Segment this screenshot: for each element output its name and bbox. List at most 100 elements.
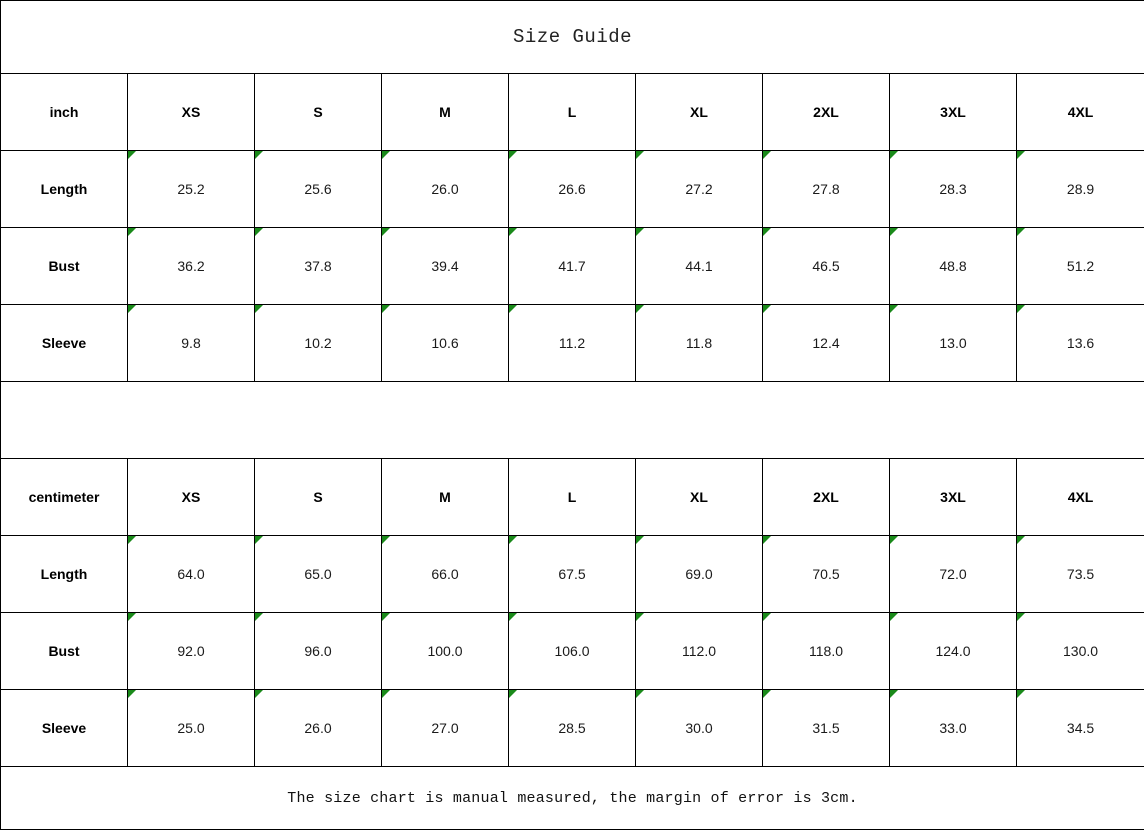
- column-header-l: L: [508, 458, 636, 536]
- green-corner-marker-icon: [890, 613, 898, 621]
- green-corner-marker-icon: [255, 151, 263, 159]
- column-header-4xl: 4XL: [1015, 73, 1144, 151]
- green-corner-marker-icon: [509, 536, 517, 544]
- column-header-3xl: 3XL: [889, 73, 1017, 151]
- cell-inch-sleeve-s: 10.2: [254, 304, 382, 382]
- cell-inch-length-3xl: 28.3: [889, 150, 1017, 228]
- cell-value: 70.5: [812, 566, 840, 582]
- cell-inch-length-xl: 27.2: [635, 150, 763, 228]
- row-label-sleeve: Sleeve: [0, 304, 128, 382]
- cell-inch-bust-s: 37.8: [254, 227, 382, 305]
- row-label-sleeve: Sleeve: [0, 689, 128, 767]
- cell-value: 31.5: [812, 720, 840, 736]
- cell-value: 67.5: [558, 566, 586, 582]
- green-corner-marker-icon: [1017, 151, 1025, 159]
- green-corner-marker-icon: [382, 305, 390, 313]
- cell-value: 112.0: [682, 643, 716, 659]
- column-header-3xl: 3XL: [889, 458, 1017, 536]
- cell-inch-sleeve-m: 10.6: [381, 304, 509, 382]
- cell-cm-length-2xl: 70.5: [762, 535, 890, 613]
- cell-value: 92.0: [177, 643, 205, 659]
- cell-cm-bust-2xl: 118.0: [762, 612, 890, 690]
- cell-value: 51.2: [1066, 258, 1095, 274]
- cell-inch-sleeve-xs: 9.8: [127, 304, 255, 382]
- row-label-length: Length: [0, 535, 128, 613]
- cell-cm-sleeve-s: 26.0: [254, 689, 382, 767]
- cell-inch-bust-3xl: 48.8: [889, 227, 1017, 305]
- green-corner-marker-icon: [382, 228, 390, 236]
- cell-value: 13.0: [939, 335, 967, 351]
- cell-value: 26.6: [558, 181, 586, 197]
- green-corner-marker-icon: [763, 305, 771, 313]
- cell-inch-length-s: 25.6: [254, 150, 382, 228]
- cell-value: 25.2: [177, 181, 205, 197]
- cell-cm-length-4xl: 73.5: [1015, 535, 1144, 613]
- green-corner-marker-icon: [128, 613, 136, 621]
- cell-inch-bust-xl: 44.1: [635, 227, 763, 305]
- green-corner-marker-icon: [128, 151, 136, 159]
- cell-inch-length-m: 26.0: [381, 150, 509, 228]
- cell-inch-sleeve-2xl: 12.4: [762, 304, 890, 382]
- cell-value: 28.5: [558, 720, 586, 736]
- cell-inch-length-4xl: 28.9: [1015, 150, 1144, 228]
- green-corner-marker-icon: [763, 228, 771, 236]
- cell-inch-length-2xl: 27.8: [762, 150, 890, 228]
- cell-value: 27.0: [431, 720, 459, 736]
- cell-value: 13.6: [1066, 335, 1095, 351]
- cell-value: 27.8: [812, 181, 840, 197]
- cell-value: 11.8: [685, 335, 713, 351]
- cell-value: 9.8: [181, 335, 201, 351]
- measurement-disclaimer: The size chart is manual measured, the m…: [0, 766, 1144, 830]
- column-header-m: M: [381, 73, 509, 151]
- cell-inch-bust-4xl: 51.2: [1015, 227, 1144, 305]
- green-corner-marker-icon: [636, 536, 644, 544]
- unit-label-inch: inch: [0, 73, 128, 151]
- cell-cm-sleeve-l: 28.5: [508, 689, 636, 767]
- cell-value: 41.7: [558, 258, 586, 274]
- cell-cm-bust-4xl: 130.0: [1015, 612, 1144, 690]
- green-corner-marker-icon: [382, 613, 390, 621]
- table-row: Length 64.0 65.0 66.0 67.5: [0, 535, 1144, 613]
- cell-value: 10.6: [431, 335, 459, 351]
- green-corner-marker-icon: [636, 151, 644, 159]
- cell-cm-bust-xl: 112.0: [635, 612, 763, 690]
- column-header-l: L: [508, 73, 636, 151]
- green-corner-marker-icon: [128, 536, 136, 544]
- cell-value: 30.0: [685, 720, 713, 736]
- green-corner-marker-icon: [1017, 613, 1025, 621]
- cell-value: 33.0: [939, 720, 967, 736]
- cell-value: 48.8: [939, 258, 967, 274]
- column-header-xs: XS: [127, 73, 255, 151]
- green-corner-marker-icon: [1017, 228, 1025, 236]
- column-header-xl: XL: [635, 458, 763, 536]
- green-corner-marker-icon: [382, 536, 390, 544]
- section-spacer-row: [0, 381, 1144, 459]
- green-corner-marker-icon: [763, 151, 771, 159]
- cell-cm-bust-3xl: 124.0: [889, 612, 1017, 690]
- footer-row: The size chart is manual measured, the m…: [0, 766, 1144, 830]
- cell-value: 69.0: [685, 566, 713, 582]
- green-corner-marker-icon: [255, 690, 263, 698]
- green-corner-marker-icon: [1017, 690, 1025, 698]
- cell-inch-bust-m: 39.4: [381, 227, 509, 305]
- green-corner-marker-icon: [890, 228, 898, 236]
- centimeter-header-row: centimeter XS S M L XL 2XL 3XL 4XL: [0, 458, 1144, 536]
- row-label-bust: Bust: [0, 227, 128, 305]
- cell-cm-length-l: 67.5: [508, 535, 636, 613]
- cell-value: 118.0: [809, 643, 843, 659]
- cell-cm-bust-s: 96.0: [254, 612, 382, 690]
- cell-value: 64.0: [177, 566, 205, 582]
- row-label-length: Length: [0, 150, 128, 228]
- cell-value: 28.3: [939, 181, 967, 197]
- green-corner-marker-icon: [890, 690, 898, 698]
- green-corner-marker-icon: [509, 228, 517, 236]
- green-corner-marker-icon: [255, 613, 263, 621]
- green-corner-marker-icon: [255, 305, 263, 313]
- row-label-bust: Bust: [0, 612, 128, 690]
- title-row: Size Guide: [0, 0, 1144, 74]
- cell-inch-length-xs: 25.2: [127, 150, 255, 228]
- column-header-4xl: 4XL: [1015, 458, 1144, 536]
- cell-value: 25.6: [304, 181, 332, 197]
- green-corner-marker-icon: [890, 151, 898, 159]
